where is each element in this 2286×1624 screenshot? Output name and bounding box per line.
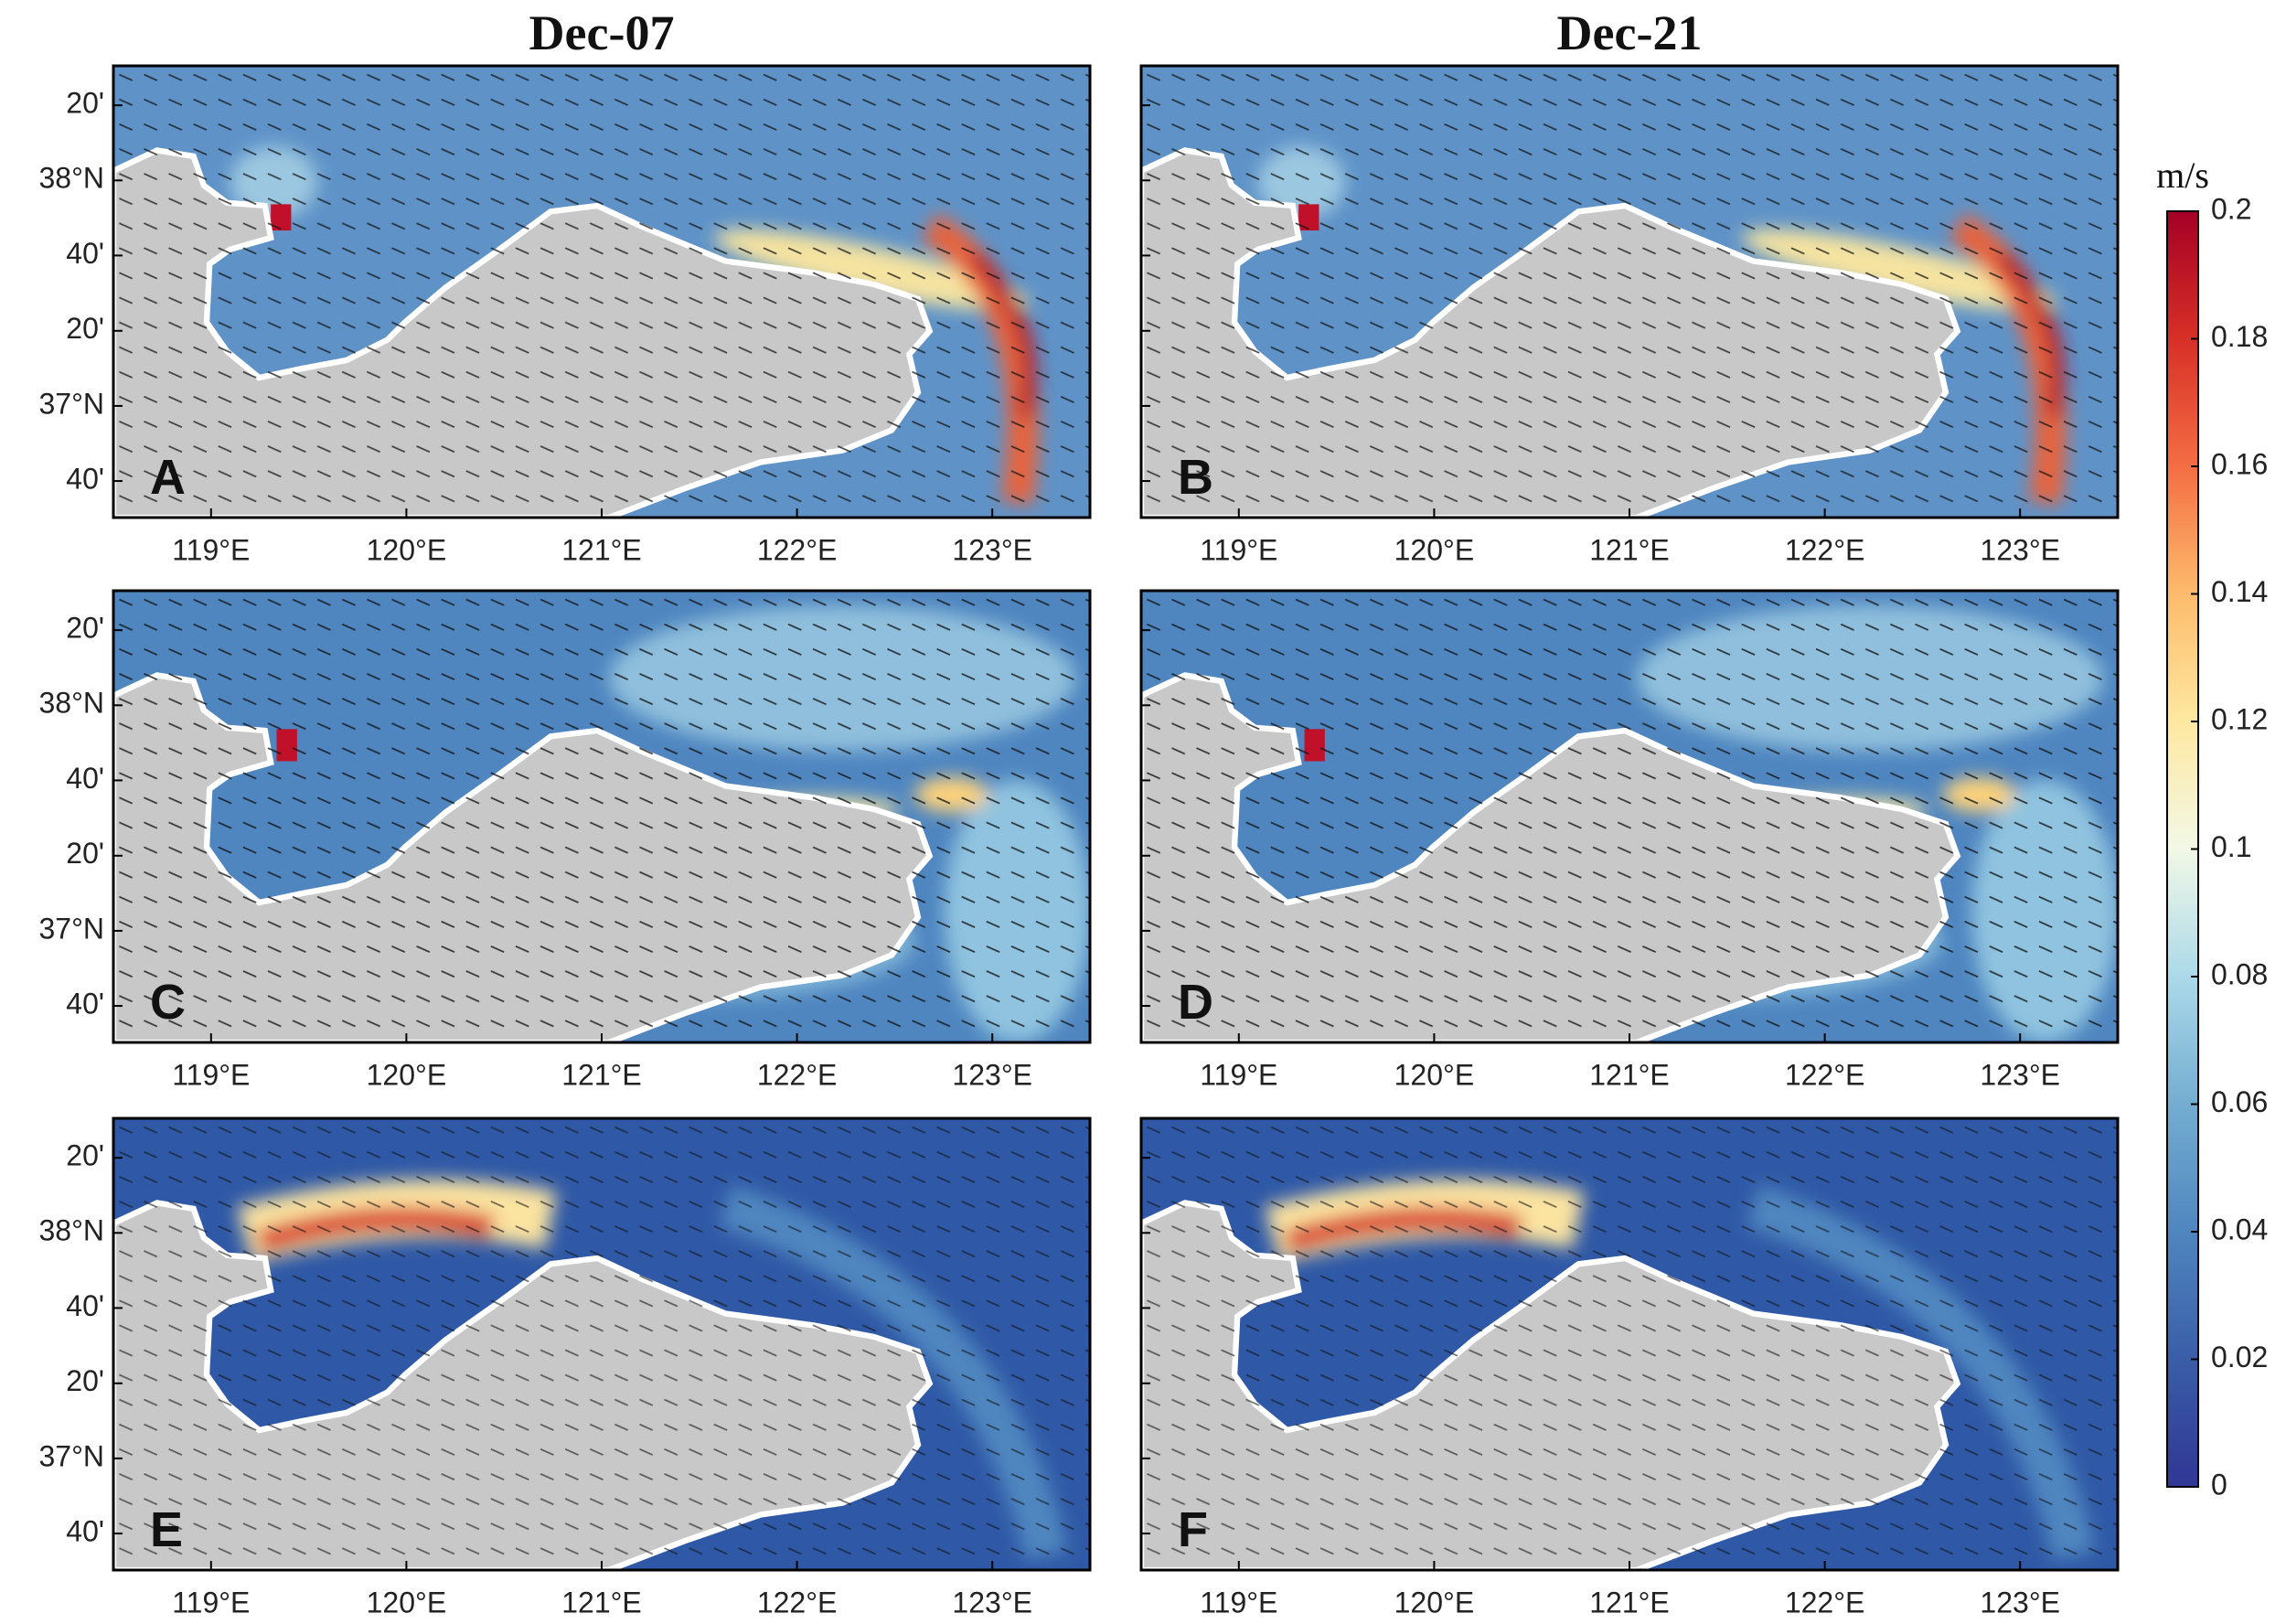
x-tick-label: 119°E [1200, 1586, 1277, 1619]
x-tick-label: 123°E [952, 1058, 1032, 1091]
x-tick-label: 122°E [1785, 1058, 1865, 1091]
colorbar-tick-label: 0.12 [2211, 702, 2268, 735]
panel-letter: B [1178, 450, 1213, 505]
column-title: Dec-21 [1557, 5, 1703, 60]
colorbar-tick-label: 0.14 [2211, 575, 2268, 608]
y-tick-label: 40' [66, 237, 104, 270]
x-tick-label: 119°E [1200, 1058, 1277, 1091]
y-tick-label: 20' [66, 312, 104, 345]
column-title: Dec-07 [529, 5, 675, 60]
x-tick-label: 120°E [1394, 1058, 1475, 1091]
y-tick-label: 20' [66, 612, 104, 645]
y-tick-label: 20' [66, 1139, 104, 1172]
panel-letter: D [1178, 975, 1213, 1030]
x-tick-label: 122°E [1785, 1586, 1865, 1619]
y-tick-label: 40' [66, 1514, 104, 1547]
colorbar-tick-label: 0.18 [2211, 320, 2268, 353]
panel-letter: F [1178, 1502, 1208, 1557]
colorbar-tick-label: 0.08 [2211, 957, 2268, 990]
map-panel [113, 591, 1090, 1042]
y-tick-label: 38°N [39, 162, 105, 195]
x-tick-label: 121°E [561, 1586, 642, 1619]
x-tick-label: 121°E [561, 533, 642, 566]
x-tick-label: 123°E [952, 533, 1032, 566]
panel-letter: A [150, 450, 186, 505]
x-tick-label: 123°E [952, 1586, 1032, 1619]
y-tick-label: 40' [66, 1289, 104, 1322]
map-panel [113, 1118, 1090, 1570]
x-tick-label: 121°E [561, 1058, 642, 1091]
x-tick-label: 120°E [1394, 1586, 1475, 1619]
y-tick-label: 37°N [39, 1439, 105, 1472]
x-tick-label: 120°E [367, 1058, 447, 1091]
colorbar-tick-label: 0.16 [2211, 447, 2268, 480]
y-tick-label: 40' [66, 462, 104, 495]
colorbar-tick-label: 0.02 [2211, 1341, 2268, 1373]
panel-letter: E [150, 1502, 183, 1557]
x-tick-label: 121°E [1589, 1058, 1670, 1091]
map-panel [113, 66, 1090, 518]
y-tick-label: 20' [66, 87, 104, 120]
colorbar-tick-label: 0.06 [2211, 1085, 2268, 1118]
y-tick-label: 40' [66, 987, 104, 1020]
x-tick-label: 119°E [172, 1586, 250, 1619]
x-tick-label: 121°E [1589, 1586, 1670, 1619]
x-tick-label: 119°E [172, 533, 250, 566]
x-tick-label: 120°E [367, 1586, 447, 1619]
x-tick-label: 123°E [1980, 533, 2060, 566]
x-tick-label: 122°E [757, 1058, 838, 1091]
x-tick-label: 122°E [757, 1586, 838, 1619]
x-tick-label: 120°E [1394, 533, 1475, 566]
x-tick-label: 119°E [172, 1058, 250, 1091]
colorbar-tick-label: 0.04 [2211, 1213, 2268, 1245]
y-tick-label: 37°N [39, 912, 105, 945]
y-tick-label: 38°N [39, 687, 105, 720]
y-tick-label: 37°N [39, 387, 105, 420]
map-panel [1141, 1118, 2118, 1570]
x-tick-label: 121°E [1589, 533, 1670, 566]
map-panel [1141, 66, 2118, 518]
panel-letter: C [150, 975, 186, 1030]
x-tick-label: 122°E [757, 533, 838, 566]
y-tick-label: 20' [66, 1364, 104, 1397]
y-tick-label: 38°N [39, 1214, 105, 1247]
colorbar-tick-label: 0.1 [2211, 830, 2251, 863]
x-tick-label: 123°E [1980, 1058, 2060, 1091]
x-tick-label: 122°E [1785, 533, 1865, 566]
x-tick-label: 120°E [367, 533, 447, 566]
colorbar-tick-label: 0 [2211, 1468, 2227, 1501]
map-panel [1141, 591, 2118, 1042]
y-tick-label: 40' [66, 762, 104, 795]
colorbar-label: m/s [2156, 155, 2209, 196]
x-tick-label: 123°E [1980, 1586, 2060, 1619]
x-tick-label: 119°E [1200, 533, 1277, 566]
y-tick-label: 20' [66, 837, 104, 870]
colorbar-tick-label: 0.2 [2211, 192, 2251, 225]
